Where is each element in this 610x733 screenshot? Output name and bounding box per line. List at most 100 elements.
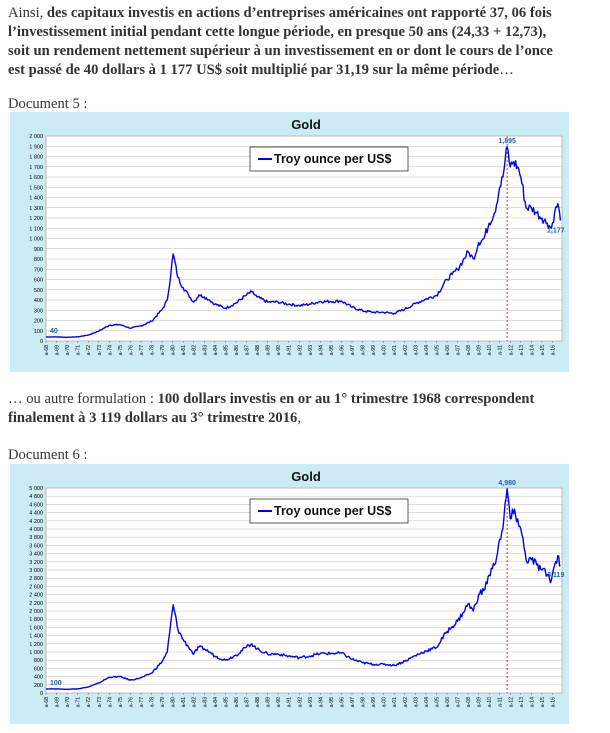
x-tick-label: a-96 [339, 345, 345, 355]
y-tick-label: 1 600 [29, 625, 43, 631]
x-tick-label: a-91 [287, 697, 293, 707]
data-annotation: 100 [50, 680, 62, 687]
y-tick-label: 1 200 [29, 216, 43, 222]
data-annotation: 40 [50, 328, 58, 335]
x-tick-label: a-75 [118, 345, 124, 355]
x-tick-label: a-98 [361, 345, 367, 355]
y-tick-label: 1 400 [29, 634, 43, 640]
y-tick-label: 1 100 [29, 226, 43, 232]
x-tick-label: a-74 [107, 345, 113, 355]
y-tick-label: 4 200 [29, 519, 43, 525]
x-tick-label: a-70 [65, 345, 71, 355]
data-annotation: 3,119 [547, 572, 564, 579]
x-tick-label: a-82 [192, 697, 198, 707]
x-tick-label: a-01 [392, 697, 398, 707]
y-tick-label: 1 400 [29, 196, 43, 202]
y-tick-label: 600 [34, 666, 43, 672]
x-tick-label: a-84 [213, 697, 219, 707]
x-tick-label: a-88 [255, 345, 261, 355]
y-tick-label: 3 800 [29, 535, 43, 541]
x-tick-label: a-11 [498, 345, 504, 355]
legend-box [249, 146, 409, 172]
x-tick-label: a-96 [339, 697, 345, 707]
y-tick-label: 1 800 [29, 155, 43, 161]
y-tick-label: 100 [34, 329, 43, 335]
y-tick-label: 400 [34, 675, 43, 681]
x-tick-label: a-99 [371, 345, 377, 355]
x-tick-label: a-93 [308, 697, 314, 707]
x-tick-label: a-06 [445, 345, 451, 355]
gold-chart-panel-2: 0 200 400 600 800 1 000 1 200 1 400 1 600 1 800 2 … [10, 464, 569, 724]
x-tick-label: a-07 [456, 345, 462, 355]
x-tick-label: a-15 [540, 345, 546, 355]
x-tick-label: a-71 [76, 345, 82, 355]
y-tick-label: 500 [34, 288, 43, 294]
x-tick-label: a-12 [508, 697, 514, 707]
y-tick-label: 4 600 [29, 502, 43, 508]
x-tick-label: a-06 [445, 697, 451, 707]
x-tick-label: a-83 [202, 345, 208, 355]
x-tick-label: a-12 [508, 345, 514, 355]
y-tick-label: 600 [34, 278, 43, 284]
x-tick-label: a-76 [128, 697, 134, 707]
x-tick-label: a-71 [76, 697, 82, 707]
y-tick-label: 2 400 [29, 593, 43, 599]
chart-title: Gold [291, 469, 321, 484]
y-tick-label: 1 000 [29, 650, 43, 656]
intro-suffix: … [499, 62, 514, 78]
x-tick-label: a-15 [540, 697, 546, 707]
y-tick-label: 1 000 [29, 237, 43, 243]
x-tick-label: a-95 [329, 697, 335, 707]
x-tick-label: a-94 [318, 345, 324, 355]
document-5-label: Document 5 : [8, 96, 88, 112]
x-tick-label: a-95 [329, 345, 335, 355]
y-tick-label: 400 [34, 298, 43, 304]
second-bold: 100 dollars investis en or au 1° trimest… [8, 391, 535, 426]
second-prefix: … ou autre formulation : [8, 391, 158, 407]
y-tick-label: 3 600 [29, 543, 43, 549]
y-tick-label: 3 400 [29, 552, 43, 558]
x-tick-label: a-97 [350, 697, 356, 707]
x-tick-label: a-73 [97, 697, 103, 707]
y-tick-label: 1 900 [29, 144, 43, 150]
x-tick-label: a-04 [424, 345, 430, 355]
x-tick-label: a-00 [382, 345, 388, 355]
y-tick-label: 0 [40, 691, 43, 697]
x-tick-label: a-73 [97, 345, 103, 355]
x-tick-label: a-08 [466, 697, 472, 707]
second-suffix: , [297, 410, 301, 426]
x-tick-label: a-77 [139, 697, 145, 707]
x-tick-label: a-14 [529, 345, 535, 355]
y-tick-label: 0 [40, 339, 43, 345]
x-tick-label: a-76 [128, 345, 134, 355]
x-tick-label: a-92 [297, 345, 303, 355]
x-tick-label: a-00 [382, 697, 388, 707]
x-tick-label: a-02 [403, 345, 409, 355]
intro-prefix: Ainsi, [8, 5, 47, 21]
x-tick-label: a-87 [244, 697, 250, 707]
x-tick-label: a-10 [487, 345, 493, 355]
x-tick-label: a-09 [477, 345, 483, 355]
x-tick-label: a-99 [371, 697, 377, 707]
y-tick-label: 1 500 [29, 185, 43, 191]
x-tick-label: a-80 [171, 345, 177, 355]
x-tick-label: a-89 [266, 345, 272, 355]
x-tick-label: a-84 [213, 345, 219, 355]
x-tick-label: a-13 [519, 697, 525, 707]
x-tick-label: a-97 [350, 345, 356, 355]
x-tick-label: a-13 [519, 345, 525, 355]
x-tick-label: a-69 [55, 345, 61, 355]
y-tick-label: 200 [34, 319, 43, 325]
x-tick-label: a-88 [255, 697, 261, 707]
intro-paragraph: Ainsi, des capitaux investis en actions … [8, 4, 568, 80]
y-tick-label: 4 800 [29, 494, 43, 500]
y-tick-label: 2 000 [29, 134, 43, 140]
y-tick-label: 900 [34, 247, 43, 253]
x-tick-label: a-68 [44, 345, 50, 355]
x-tick-label: a-16 [551, 345, 557, 355]
y-tick-label: 1 800 [29, 617, 43, 623]
y-tick-label: 1 200 [29, 642, 43, 648]
legend-label: Troy ounce per US$ [274, 152, 391, 166]
x-tick-label: a-08 [466, 345, 472, 355]
x-tick-label: a-79 [160, 345, 166, 355]
